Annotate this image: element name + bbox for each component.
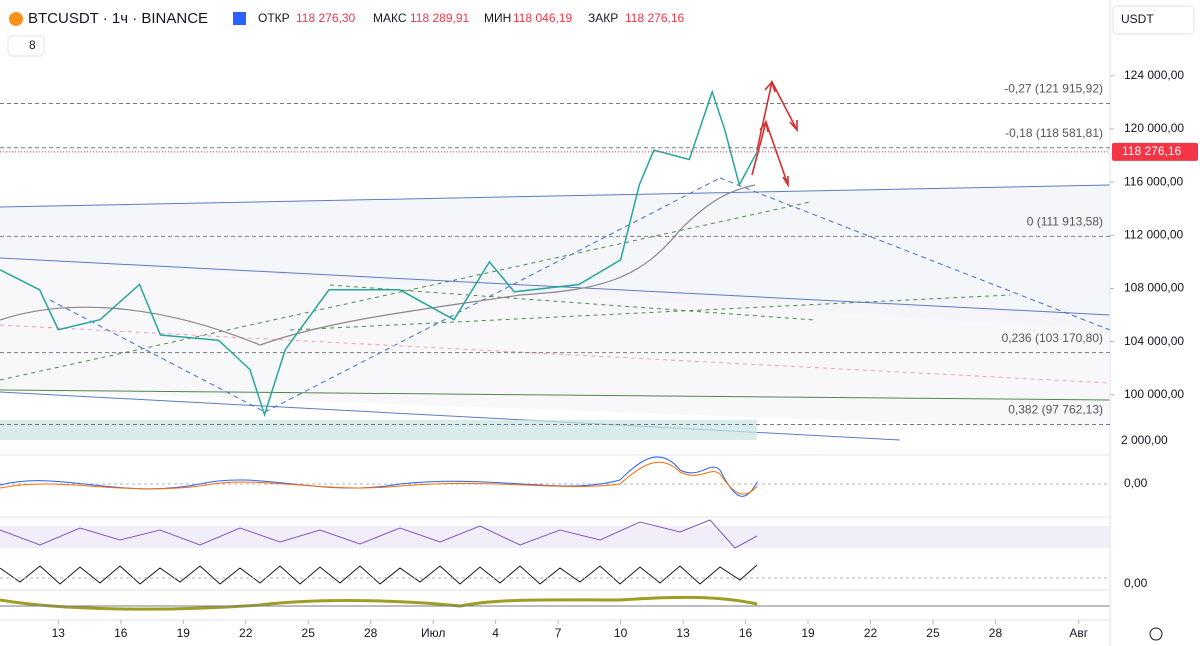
x-tick-label: 28: [364, 626, 378, 640]
trend-line: [0, 201, 811, 381]
y-tick-label: 116 000,00: [1124, 174, 1183, 188]
price-line: [0, 89, 759, 418]
open-label: ОТКР: [258, 11, 290, 25]
trend-line: [0, 324, 1111, 384]
trend-line: [289, 294, 1011, 331]
y-tick-label: 108 000,00: [1124, 281, 1184, 295]
trend-line: [719, 177, 1111, 331]
x-tick-label: 25: [302, 626, 316, 640]
y-tick-label: 112 000,00: [1124, 227, 1183, 241]
x-tick-label: 7: [555, 626, 562, 640]
x-tick-label: 10: [614, 626, 628, 640]
osc-zero-label: 0,00: [1124, 576, 1148, 590]
trend-line: [49, 299, 266, 413]
x-tick-label: 28: [989, 626, 1003, 640]
high-value: 118 289,91: [410, 11, 469, 25]
stoch-line: [0, 564, 758, 585]
x-tick-label: 13: [52, 626, 66, 640]
fib-label: 0,382 (97 762,13): [1008, 403, 1103, 417]
currency-button[interactable]: [1112, 5, 1195, 35]
settings-icon[interactable]: [1149, 627, 1163, 641]
moving-average: [0, 184, 756, 346]
y-tick-label: 120 000,00: [1124, 121, 1184, 135]
last-price-tag: [1112, 142, 1198, 161]
fib-label: -0,18 (118 581,81): [1005, 126, 1103, 140]
close-label: ЗАКР: [588, 11, 618, 25]
trend-line: [264, 177, 721, 413]
macd-zero-label: 0,00: [1124, 476, 1148, 490]
indicators-toggle[interactable]: [7, 35, 45, 57]
x-tick-label: 4: [492, 626, 499, 640]
rsi-band: [0, 526, 1110, 548]
high-label: МАКС: [373, 11, 407, 25]
low-value: 118 046,19: [513, 11, 572, 25]
x-tick-label: Июл: [421, 626, 445, 640]
indicator-count[interactable]: 8: [29, 38, 36, 52]
x-tick-label: 16: [114, 626, 128, 640]
coin-icon: [9, 12, 23, 26]
x-tick-label: 22: [239, 626, 253, 640]
channel-fill: [0, 185, 1110, 330]
x-tick-label: 19: [177, 626, 191, 640]
trend-line: [0, 184, 1111, 208]
x-tick-label: 19: [801, 626, 815, 640]
trend-line: [0, 389, 1111, 401]
trend-line: [329, 284, 816, 321]
macd-line: [0, 456, 758, 497]
x-tick-label: 22: [864, 626, 878, 640]
close-value: 118 276,16: [625, 11, 684, 25]
y-tick-label: 100 000,00: [1124, 387, 1184, 401]
x-tick-label: Авг: [1069, 626, 1088, 640]
y-tick-label: 124 000,00: [1124, 68, 1184, 82]
open-value: 118 276,30: [296, 11, 355, 25]
x-tick-label: 13: [676, 626, 690, 640]
oscillator-line: [0, 595, 758, 611]
low-label: МИН: [484, 11, 511, 25]
volume-axis-label: 2 000,00: [1121, 433, 1168, 447]
fib-label: -0,27 (121 915,92): [1004, 82, 1103, 96]
x-tick-label: 16: [739, 626, 753, 640]
forecast-arrow: [751, 119, 789, 188]
signal-line: [0, 461, 758, 495]
x-tick-label: 25: [926, 626, 940, 640]
last-price-label: 118 276,16: [1122, 144, 1181, 158]
fib-label: 0 (111 913,58): [1027, 215, 1103, 229]
y-tick-label: 104 000,00: [1124, 334, 1184, 348]
fib-label: 0,236 (103 170,80): [1002, 331, 1103, 345]
flag-icon: [233, 12, 246, 25]
currency[interactable]: USDT: [1121, 12, 1154, 26]
symbol: BTCUSDT · 1ч · BINANCE: [28, 10, 208, 27]
rsi-line: [0, 519, 758, 549]
volume-area: [0, 420, 757, 440]
